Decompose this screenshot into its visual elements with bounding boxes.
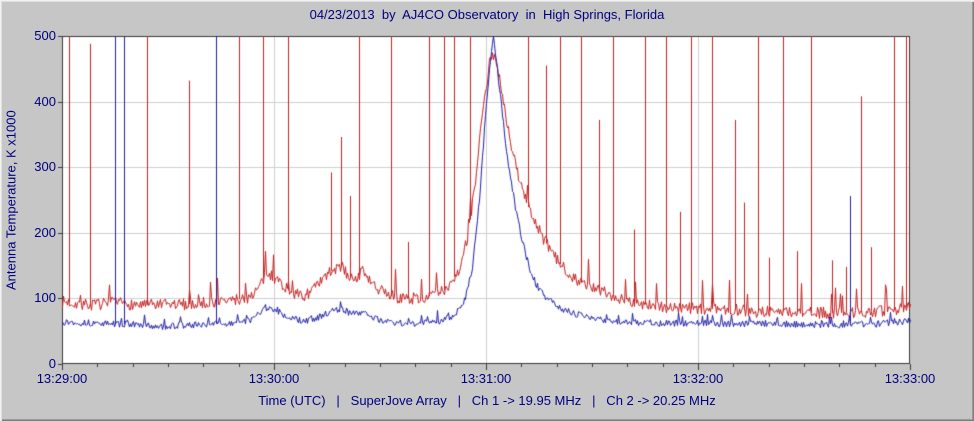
- y-tick-label: 0: [48, 356, 56, 371]
- x-tick-label: 13:29:00: [36, 371, 88, 386]
- y-tick-label: 500: [34, 28, 56, 43]
- y-tick-label: 200: [34, 224, 56, 240]
- x-tick-label: 13:30:00: [248, 371, 300, 386]
- y-axis-label: Antenna Temperature, K x1000: [3, 110, 19, 290]
- chart-title: 04/23/2013 by AJ4CO Observatory in High …: [309, 7, 665, 22]
- x-tick-label: 13:31:00: [460, 371, 512, 386]
- y-tick-label: 300: [34, 159, 56, 175]
- x-axis-caption: Time (UTC) | SuperJove Array | Ch 1 -> 1…: [258, 393, 716, 408]
- y-tick-label: 400: [34, 93, 56, 109]
- y-tick-label: 100: [34, 290, 56, 306]
- x-tick-label: 13:32:00: [672, 371, 724, 386]
- x-tick-label: 13:33:00: [884, 371, 936, 386]
